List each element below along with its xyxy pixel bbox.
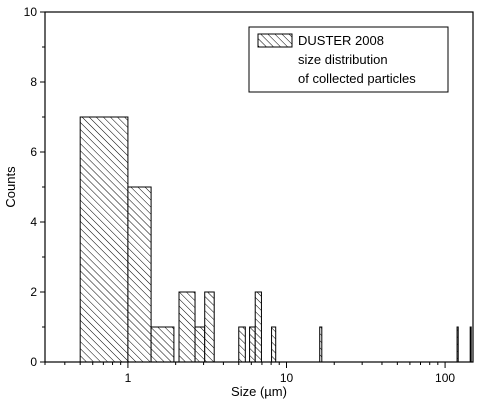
y-tick-label: 8: [30, 75, 37, 89]
x-tick-label: 10: [280, 371, 294, 385]
histogram-bar: [319, 326, 323, 363]
histogram-bar: [204, 291, 215, 363]
axis-ticks: [40, 11, 446, 368]
histogram-bar: [238, 326, 246, 363]
histogram-bar: [249, 326, 256, 363]
y-tick-label: 6: [30, 145, 37, 159]
histogram-bar: [150, 326, 175, 363]
x-axis-title: Size (µm): [231, 384, 287, 399]
legend-line-3: of collected particles: [298, 71, 416, 86]
histogram-bar: [178, 291, 196, 363]
histogram-bar: [194, 326, 206, 363]
legend-swatch: [257, 33, 293, 48]
histogram-bar: [456, 326, 459, 363]
y-tick-label: 2: [30, 285, 37, 299]
histogram-bar: [127, 186, 152, 363]
y-tick-label: 0: [30, 355, 37, 369]
axis-tick-labels: 0 2 4 6 8 10 1 10 100: [24, 5, 456, 385]
y-tick-label: 4: [30, 215, 37, 229]
legend: DUSTER 2008 size distribution of collect…: [248, 26, 449, 93]
legend-line-2: size distribution: [298, 52, 388, 67]
histogram-bars: [79, 116, 472, 363]
y-tick-label: 10: [24, 5, 38, 19]
legend-line-1: DUSTER 2008: [298, 33, 384, 48]
y-axis-title: Counts: [3, 166, 18, 208]
histogram-bar: [79, 116, 129, 363]
histogram-bar: [271, 326, 277, 363]
histogram-bar: [469, 326, 472, 363]
histogram-bar: [254, 291, 262, 363]
x-tick-label: 1: [125, 371, 132, 385]
x-tick-label: 100: [435, 371, 455, 385]
